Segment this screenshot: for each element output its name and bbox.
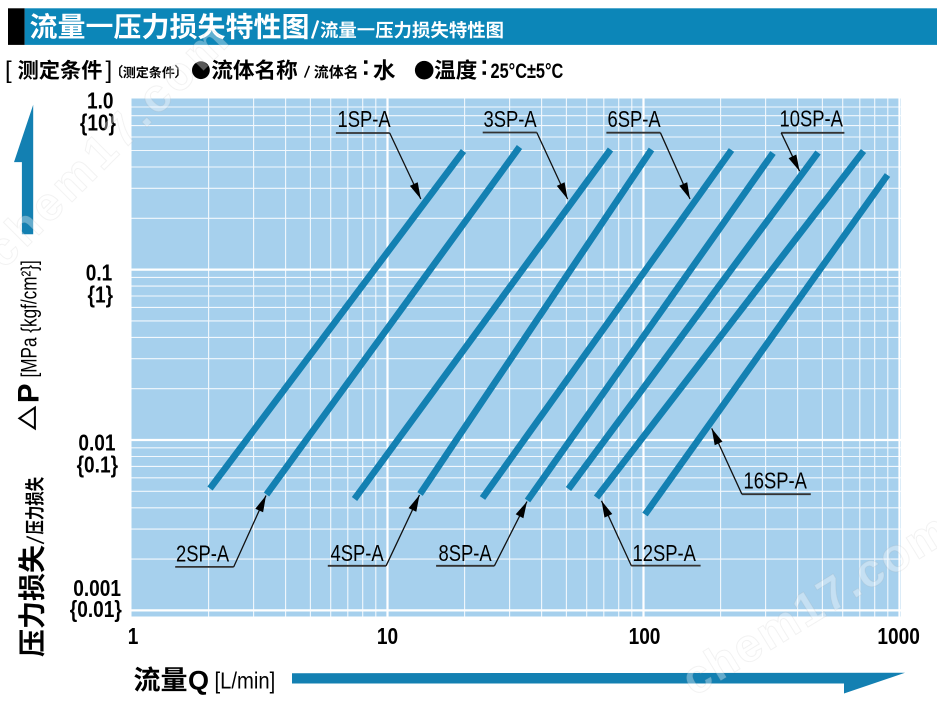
svg-text:6SP-A: 6SP-A bbox=[608, 107, 661, 132]
svg-text:2SP-A: 2SP-A bbox=[176, 541, 229, 566]
svg-text:[: [ bbox=[5, 57, 12, 84]
svg-text:Q: Q bbox=[188, 665, 209, 695]
svg-text:10SP-A: 10SP-A bbox=[780, 107, 843, 132]
svg-text:8SP-A: 8SP-A bbox=[439, 541, 492, 566]
svg-text:3SP-A: 3SP-A bbox=[484, 107, 537, 132]
svg-text:16SP-A: 16SP-A bbox=[744, 468, 807, 493]
svg-text:4SP-A: 4SP-A bbox=[331, 541, 384, 566]
svg-text:10: 10 bbox=[377, 625, 398, 650]
svg-text:12SP-A: 12SP-A bbox=[633, 541, 696, 566]
svg-text:{1}: {1} bbox=[88, 283, 113, 308]
svg-text:]: ] bbox=[106, 57, 113, 84]
svg-text:1.0: 1.0 bbox=[87, 89, 114, 114]
svg-text:{0.1}: {0.1} bbox=[77, 453, 118, 478]
svg-text:0.1: 0.1 bbox=[86, 261, 113, 286]
svg-text:[L/min]: [L/min] bbox=[215, 667, 276, 694]
svg-text:25°C±5°C: 25°C±5°C bbox=[491, 60, 564, 84]
svg-text:{10}: {10} bbox=[80, 111, 116, 136]
svg-text:{0.01}: {0.01} bbox=[70, 597, 122, 622]
svg-text:[MPa {kgf/cm²}]: [MPa {kgf/cm²}] bbox=[18, 260, 43, 377]
svg-text:1000: 1000 bbox=[877, 625, 919, 650]
svg-text:0.01: 0.01 bbox=[78, 431, 115, 456]
svg-text:0.001: 0.001 bbox=[73, 576, 121, 601]
svg-text:100: 100 bbox=[629, 625, 661, 650]
svg-text:1SP-A: 1SP-A bbox=[338, 107, 391, 132]
svg-text:P: P bbox=[13, 383, 46, 403]
svg-text:1: 1 bbox=[128, 625, 139, 650]
